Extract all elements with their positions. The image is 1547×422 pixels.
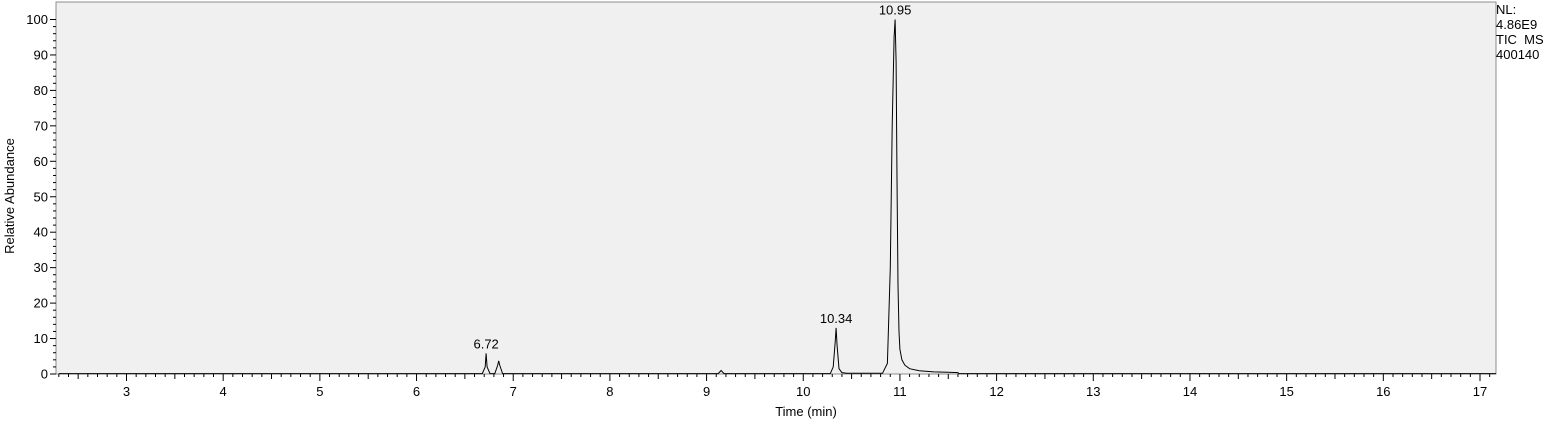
y-tick-label: 20 bbox=[34, 296, 48, 311]
x-axis-ticks: 3 4 5 6 7 8 9 10 11 12 13 14 15 16 17 bbox=[58, 374, 1491, 399]
normalization-info: NL: 4.86E9 TIC MS 400140 bbox=[1496, 2, 1544, 62]
y-tick-label: 100 bbox=[26, 12, 48, 27]
y-tick-label: 50 bbox=[34, 189, 48, 204]
x-tick-label: 5 bbox=[316, 384, 323, 399]
x-tick-label: 11 bbox=[893, 384, 907, 399]
x-tick-label: 6 bbox=[413, 384, 420, 399]
x-tick-label: 7 bbox=[510, 384, 517, 399]
x-tick-label: 9 bbox=[703, 384, 710, 399]
nl-value: 4.86E9 bbox=[1496, 17, 1538, 32]
y-tick-label: 30 bbox=[34, 260, 48, 275]
x-tick-label: 4 bbox=[220, 384, 227, 399]
x-tick-label: 8 bbox=[606, 384, 613, 399]
peak-label: 10.34 bbox=[820, 311, 853, 326]
x-tick-label: 12 bbox=[989, 384, 1003, 399]
peak-label: 6.72 bbox=[473, 336, 498, 351]
y-axis-ticks: 0 10 20 30 40 50 60 70 80 90 100 bbox=[26, 12, 56, 382]
y-tick-label: 90 bbox=[34, 47, 48, 62]
file-id: 400140 bbox=[1496, 47, 1540, 62]
y-tick-label: 0 bbox=[41, 367, 48, 382]
x-tick-label: 16 bbox=[1376, 384, 1390, 399]
x-tick-label: 3 bbox=[123, 384, 130, 399]
x-tick-label: 15 bbox=[1279, 384, 1293, 399]
y-tick-label: 80 bbox=[34, 83, 48, 98]
y-axis-title: Relative Abundance bbox=[2, 138, 17, 254]
x-tick-label: 17 bbox=[1473, 384, 1487, 399]
tic-trace-line bbox=[58, 19, 1496, 375]
x-tick-label: 13 bbox=[1086, 384, 1100, 399]
y-tick-label: 60 bbox=[34, 154, 48, 169]
peak-annotations: 6.72 10.34 10.95 bbox=[473, 3, 911, 352]
plot-area bbox=[55, 1, 1497, 375]
peak-label: 10.95 bbox=[879, 3, 912, 18]
x-tick-label: 14 bbox=[1183, 384, 1197, 399]
y-tick-label: 70 bbox=[34, 118, 48, 133]
y-tick-label: 40 bbox=[34, 225, 48, 240]
y-tick-label: 10 bbox=[34, 331, 48, 346]
x-axis-title: Time (min) bbox=[775, 404, 837, 419]
nl-label: NL: bbox=[1496, 2, 1517, 17]
x-tick-label: 10 bbox=[796, 384, 810, 399]
scan-filter: TIC MS bbox=[1496, 32, 1544, 47]
